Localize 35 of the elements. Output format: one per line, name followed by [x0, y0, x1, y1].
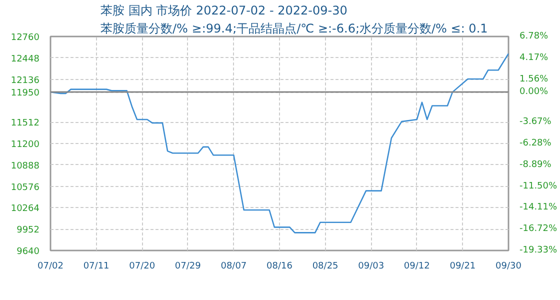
y-tick-label: 12760	[10, 33, 40, 43]
y-tick-label: 11200	[10, 140, 40, 150]
y-tick-label: 10888	[10, 161, 40, 172]
x-tick-label: 08/16	[266, 262, 293, 272]
y2-tick-label: 4.17%	[520, 52, 549, 63]
y2-tick-label: -3.67%	[520, 117, 552, 128]
y2-tick-label: -19.33%	[520, 246, 558, 256]
y2-tick-label: -11.50%	[520, 181, 558, 192]
y2-tick-label: -8.89%	[520, 160, 552, 170]
x-tick-label: 07/29	[174, 262, 202, 272]
y-tick-label: 12136	[10, 76, 40, 86]
y2-tick-label: 1.56%	[520, 74, 549, 84]
y2-tick-label: 0.00%	[520, 87, 549, 98]
x-tick-label: 09/21	[450, 262, 476, 272]
chart-subtitle: 苯胺质量分数/% ≥:99.4;干品结晶点/℃ ≥:-6.6;水分质量分数/% ≤: 0.1	[100, 22, 488, 36]
y-tick-label: 12448	[10, 54, 40, 64]
x-tick-label: 07/02	[38, 262, 64, 272]
y-tick-label: 11950	[10, 88, 40, 99]
x-tick-label: 09/03	[358, 262, 384, 272]
x-tick-label: 09/30	[496, 262, 522, 272]
x-tick-label: 07/11	[83, 262, 110, 272]
y-tick-label: 11512	[10, 118, 40, 129]
y2-tick-label: -14.11%	[520, 202, 558, 213]
y-tick-label: 9952	[16, 226, 40, 236]
y2-tick-label: -6.28%	[520, 138, 552, 149]
x-tick-label: 09/12	[404, 262, 430, 272]
y-tick-label: 10576	[10, 182, 40, 193]
x-tick-label: 08/07	[220, 262, 247, 272]
y-tick-label: 9640	[16, 247, 40, 257]
x-tick-label: 08/25	[312, 262, 338, 272]
y-tick-label: 10264	[10, 204, 40, 214]
x-tick-label: 07/20	[129, 262, 156, 272]
y2-tick-label: 6.78%	[520, 32, 549, 42]
chart-title: 苯胺 国内 市场价 2022-07-02 - 2022-09-30	[100, 4, 348, 18]
y2-tick-label: -16.72%	[520, 224, 558, 234]
